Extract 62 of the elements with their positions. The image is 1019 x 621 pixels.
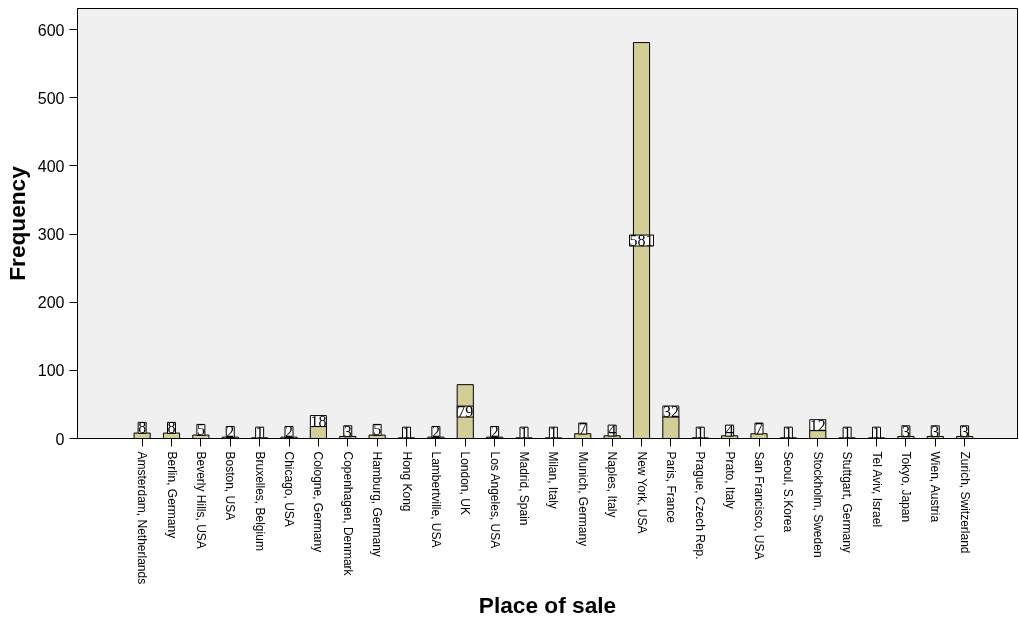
y-axis-title: Frequency <box>3 165 30 281</box>
data-label: 5 <box>373 421 382 439</box>
data-label: 1 <box>843 424 852 442</box>
x-tick-label: Munich, Germany <box>575 451 590 547</box>
data-label: 2 <box>226 423 235 441</box>
x-tick-label: Stockholm, Sweden <box>810 451 825 558</box>
data-label: 79 <box>457 403 474 421</box>
y-tick-label: 500 <box>37 89 65 107</box>
x-tick-label: Beverly Hills, USA <box>193 451 208 549</box>
x-tick-label: Stuttgart, Germany <box>840 451 855 553</box>
x-tick-label: San Francisco, USA <box>752 451 766 560</box>
x-tick-label: Bruxelles, Belgium <box>252 451 267 551</box>
y-tick-label: 600 <box>37 21 65 39</box>
x-tick-label: Berlin, Germany <box>164 451 179 539</box>
data-label: 581 <box>629 232 654 250</box>
x-tick-label: Cologne, Germany <box>311 451 326 553</box>
data-label: 18 <box>310 412 327 430</box>
data-label: 2 <box>431 423 440 441</box>
y-tick-label: 200 <box>37 294 65 312</box>
data-label: 3 <box>343 422 352 440</box>
data-label: 32 <box>662 403 679 421</box>
data-label: 7 <box>755 420 763 438</box>
x-tick-label: Madrid, Spain <box>517 451 531 526</box>
data-label: 2 <box>490 423 499 441</box>
x-tick-label: Hong Kong <box>399 451 414 512</box>
x-tick-label: Prato, Italy <box>722 451 737 509</box>
x-tick-label: Los Angeles, USA <box>487 451 502 549</box>
x-axis-title: Place of sale <box>478 592 617 619</box>
data-label: 1 <box>520 424 528 442</box>
data-label: 1 <box>872 424 881 442</box>
x-tick-label: New York, USA <box>634 451 649 534</box>
data-label: 12 <box>809 416 826 434</box>
data-label: 1 <box>402 424 411 442</box>
x-tick-label: Seoul, S.Korea <box>781 451 796 533</box>
y-tick-label: 100 <box>37 362 65 380</box>
y-tick-label: 400 <box>37 157 65 175</box>
x-tick-label: Paris, France <box>663 451 678 524</box>
x-tick-label: Wien, Austria <box>928 451 943 523</box>
x-tick-label: Tel Aviv, Israel <box>869 451 884 528</box>
x-tick-label: Prague, Czech Rep. <box>693 451 708 560</box>
x-tick-label: Tokyo, Japan <box>898 451 913 523</box>
data-label: 8 <box>167 419 176 437</box>
data-label: 1 <box>549 424 558 442</box>
data-label: 8 <box>138 419 147 437</box>
y-tick-label: 0 <box>55 430 65 448</box>
x-tick-label: Boston, USA <box>223 451 238 521</box>
data-label: 3 <box>960 422 969 440</box>
x-tick-label: Chicago, USA <box>282 451 296 527</box>
data-label: 1 <box>696 424 705 442</box>
x-tick-label: Copenhagen, Denmark <box>340 451 355 577</box>
x-tick-label: London, UK <box>458 451 473 515</box>
x-tick-label: Milan, Italy <box>546 451 561 509</box>
x-tick-label: Lambertville, USA <box>428 451 443 548</box>
data-label: 1 <box>255 424 264 442</box>
data-label: 1 <box>784 424 793 442</box>
x-tick-label: Zurich, Switzerland <box>957 451 972 554</box>
x-tick-label: Hamburg, Germany <box>370 451 385 557</box>
x-tick-label: Naples, Italy <box>605 451 620 518</box>
data-label: 2 <box>285 423 293 441</box>
x-tick-label: Amsterdam, Netherlands <box>135 451 150 585</box>
y-tick-label: 300 <box>37 226 65 244</box>
data-label: 3 <box>931 422 940 440</box>
